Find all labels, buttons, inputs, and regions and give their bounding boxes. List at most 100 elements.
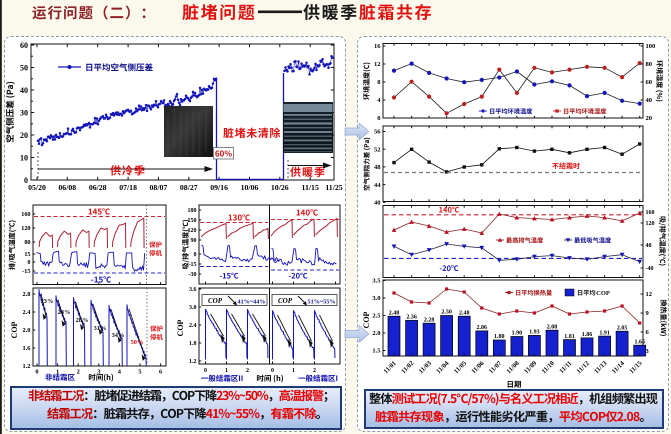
svg-text:50: 50 <box>20 63 28 72</box>
svg-text:COP: COP <box>176 319 185 336</box>
svg-text:2.05: 2.05 <box>617 325 628 331</box>
svg-text:11/14: 11/14 <box>611 360 627 376</box>
svg-text:3: 3 <box>97 369 100 376</box>
svg-text:2: 2 <box>77 369 80 376</box>
svg-text:11/08: 11/08 <box>505 359 521 375</box>
svg-text:0: 0 <box>204 368 207 374</box>
svg-text:23%: 23% <box>41 298 54 305</box>
svg-text:20: 20 <box>646 115 653 122</box>
svg-text:2.4: 2.4 <box>189 323 197 329</box>
svg-text:0: 0 <box>24 176 28 185</box>
svg-text:4: 4 <box>118 369 122 376</box>
svg-text:06/28: 06/28 <box>89 183 107 192</box>
svg-text:20: 20 <box>20 131 28 140</box>
svg-text:100: 100 <box>646 43 656 50</box>
svg-text:120: 120 <box>188 228 197 234</box>
svg-text:2.50: 2.50 <box>441 310 452 316</box>
svg-text:1.86: 1.86 <box>582 332 593 338</box>
svg-text:56: 56 <box>374 129 381 136</box>
svg-text:1.65: 1.65 <box>634 339 645 345</box>
svg-text:80: 80 <box>646 61 653 68</box>
svg-text:11/04: 11/04 <box>435 360 451 376</box>
svg-text:COP: COP <box>10 321 19 338</box>
svg-text:0: 0 <box>194 252 197 258</box>
svg-text:160: 160 <box>646 210 655 216</box>
svg-text:1.5: 1.5 <box>372 348 381 355</box>
svg-text:31%: 31% <box>94 325 107 332</box>
svg-text:180: 180 <box>188 208 197 214</box>
svg-text:11/01: 11/01 <box>383 360 398 375</box>
svg-text:12: 12 <box>374 61 381 68</box>
svg-text:2.06: 2.06 <box>477 325 488 331</box>
svg-text:11/13: 11/13 <box>593 359 609 375</box>
svg-text:COP: COP <box>208 297 223 305</box>
svg-text:1: 1 <box>292 368 295 374</box>
svg-text:48: 48 <box>374 164 381 171</box>
svg-text:11/15: 11/15 <box>628 359 644 375</box>
svg-text:10/06: 10/06 <box>241 183 259 192</box>
svg-text:160: 160 <box>21 211 30 218</box>
svg-text:1.90: 1.90 <box>512 331 523 337</box>
svg-text:COP: COP <box>278 297 293 305</box>
svg-text:11/25: 11/25 <box>325 183 342 192</box>
svg-text:2.48: 2.48 <box>459 310 470 316</box>
svg-text:16: 16 <box>374 43 381 50</box>
svg-text:8: 8 <box>377 79 381 86</box>
svg-text:1.6: 1.6 <box>23 345 32 352</box>
svg-text:09/16: 09/16 <box>210 183 228 192</box>
svg-text:60: 60 <box>646 79 653 86</box>
svg-text:2: 2 <box>313 368 316 374</box>
svg-text:11/06: 11/06 <box>470 360 486 376</box>
svg-text:-40: -40 <box>646 266 654 272</box>
svg-text:2.5: 2.5 <box>372 313 381 320</box>
svg-text:6: 6 <box>646 329 650 336</box>
svg-text:24%: 24% <box>58 309 71 316</box>
svg-text:2: 2 <box>246 368 249 374</box>
svg-text:0: 0 <box>35 369 38 376</box>
svg-text:44: 44 <box>374 182 381 189</box>
svg-text:34%: 34% <box>112 332 125 339</box>
svg-text:80: 80 <box>24 239 30 246</box>
svg-text:4: 4 <box>377 97 381 104</box>
svg-text:28%: 28% <box>76 317 89 324</box>
svg-text:10/26: 10/26 <box>271 183 289 192</box>
svg-text:30: 30 <box>20 108 28 117</box>
svg-text:06/08: 06/08 <box>58 183 76 192</box>
svg-text:2.36: 2.36 <box>406 315 417 321</box>
svg-text:11/15: 11/15 <box>302 183 319 192</box>
svg-text:11/07: 11/07 <box>488 359 504 375</box>
svg-text:11/11: 11/11 <box>558 360 573 375</box>
svg-text:2.8: 2.8 <box>23 291 31 298</box>
svg-text:41%~44%: 41%~44% <box>238 299 266 306</box>
svg-text:90: 90 <box>191 238 197 244</box>
svg-text:1: 1 <box>225 368 228 374</box>
svg-text:2.0: 2.0 <box>372 330 380 337</box>
svg-text:120: 120 <box>21 225 30 232</box>
svg-text:3: 3 <box>646 348 650 355</box>
svg-text:12: 12 <box>646 291 653 298</box>
svg-text:2.28: 2.28 <box>424 317 435 323</box>
svg-text:1.80: 1.80 <box>494 334 505 340</box>
svg-text:2.48: 2.48 <box>389 310 400 316</box>
svg-text:11/02: 11/02 <box>400 359 416 375</box>
svg-text:9: 9 <box>646 310 650 317</box>
svg-text:40: 40 <box>374 200 381 207</box>
svg-text:5: 5 <box>138 369 141 376</box>
svg-text:3.0: 3.0 <box>189 305 197 311</box>
svg-text:05/20: 05/20 <box>28 183 46 192</box>
svg-text:3.5: 3.5 <box>372 278 381 285</box>
svg-text:60: 60 <box>20 41 28 50</box>
svg-text:50%: 50% <box>131 339 144 346</box>
svg-text:0: 0 <box>377 115 380 122</box>
svg-text:120: 120 <box>646 221 655 227</box>
svg-text:1.8: 1.8 <box>189 341 197 347</box>
svg-text:0: 0 <box>271 368 274 374</box>
svg-text:-15: -15 <box>189 262 197 268</box>
svg-text:1: 1 <box>56 369 59 376</box>
svg-text:08/07: 08/07 <box>150 183 168 192</box>
svg-text:1.93: 1.93 <box>529 330 540 336</box>
svg-text:40: 40 <box>646 243 652 249</box>
svg-text:0: 0 <box>27 259 30 266</box>
svg-text:40: 40 <box>20 86 28 95</box>
svg-text:1.81: 1.81 <box>564 334 575 340</box>
